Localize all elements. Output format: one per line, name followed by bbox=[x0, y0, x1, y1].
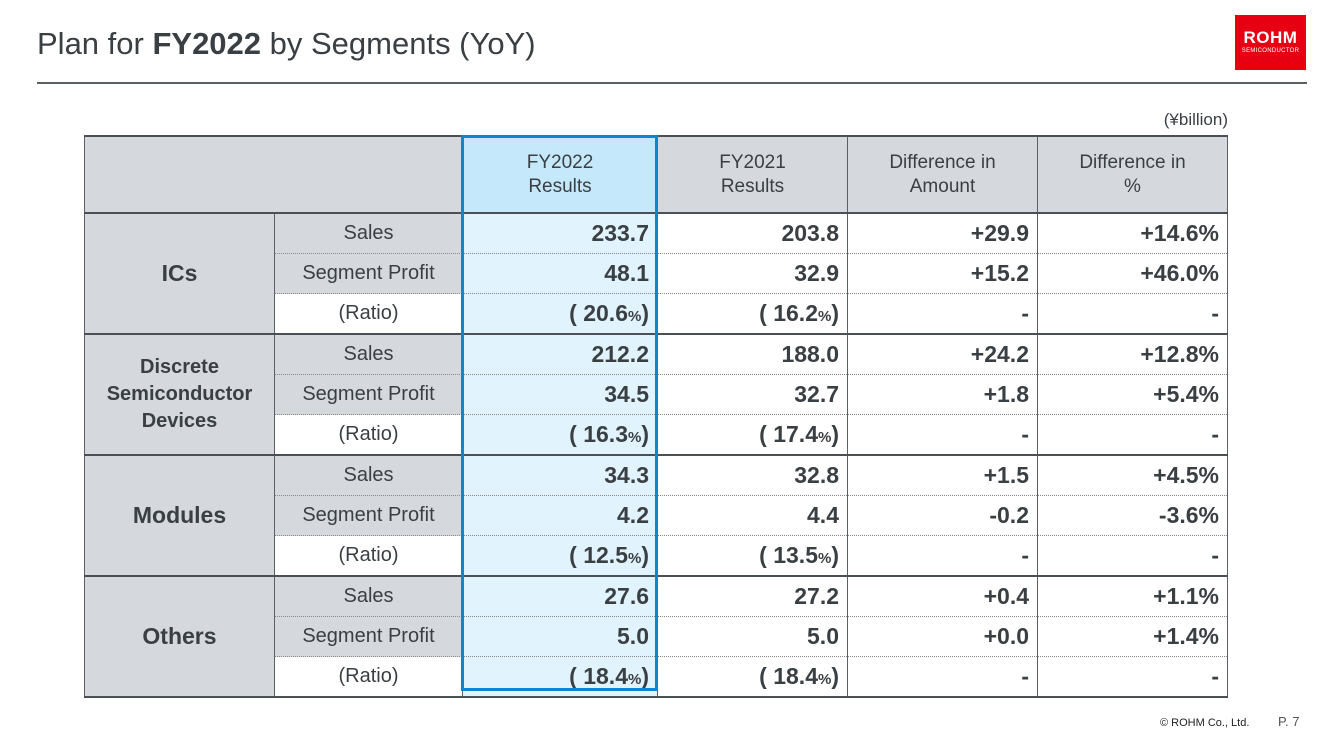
value-cell: +29.9 bbox=[847, 213, 1038, 254]
copyright: © ROHM Co., Ltd. bbox=[1160, 717, 1250, 729]
value-cell: ( 16.2%) bbox=[657, 293, 848, 335]
value-cell: 203.8 bbox=[657, 213, 848, 254]
table-row: (Ratio)( 16.3%)( 17.4%) - - bbox=[85, 414, 1228, 456]
value-cell: +24.2 bbox=[847, 334, 1038, 375]
segment-name: Discrete Semiconductor Devices bbox=[84, 334, 275, 456]
value-cell: +46.0% bbox=[1037, 253, 1228, 294]
value-cell: 32.9 bbox=[657, 253, 848, 294]
page-number: P. 7 bbox=[1278, 714, 1300, 729]
row-label: Sales bbox=[274, 455, 463, 496]
value-cell: +12.8% bbox=[1037, 334, 1228, 375]
rohm-logo: ROHM SEMICONDUCTOR bbox=[1235, 15, 1306, 70]
ratio-value: 18.4 bbox=[773, 663, 818, 689]
row-label: Segment Profit bbox=[274, 374, 463, 415]
value-cell: 27.2 bbox=[657, 576, 848, 617]
table-row: Segment Profit 48.1 32.9 +15.2 +46.0% bbox=[85, 253, 1228, 294]
value-cell: - bbox=[847, 414, 1038, 456]
value-cell: 32.7 bbox=[657, 374, 848, 415]
value-cell: - bbox=[1037, 656, 1228, 698]
segment-table: FY2022 Results FY2021 Results Difference i… bbox=[84, 135, 1228, 698]
column-header: FY2021 Results bbox=[657, 135, 848, 214]
ratio-value: 17.4 bbox=[773, 421, 818, 447]
value-cell: 4.4 bbox=[657, 495, 848, 536]
value-cell: 188.0 bbox=[657, 334, 848, 375]
value-cell: +1.5 bbox=[847, 455, 1038, 496]
row-label: (Ratio) bbox=[274, 293, 463, 335]
ratio-value: 16.3 bbox=[583, 421, 628, 447]
value-cell: 212.2 bbox=[462, 334, 658, 375]
segment-name: Modules bbox=[84, 455, 275, 577]
column-header: FY2022 Results bbox=[462, 135, 658, 214]
row-label: (Ratio) bbox=[274, 414, 463, 456]
header-blank bbox=[84, 135, 463, 214]
value-cell: +4.5% bbox=[1037, 455, 1228, 496]
table-row: Discrete Semiconductor Devices Sales 212.2… bbox=[84, 334, 1228, 456]
value-cell: 5.0 bbox=[462, 616, 658, 657]
value-cell: +1.8 bbox=[847, 374, 1038, 415]
table-row: Segment Profit 34.5 32.7 +1.8 +5.4% bbox=[85, 374, 1228, 415]
value-cell: 4.2 bbox=[462, 495, 658, 536]
value-cell: - bbox=[1037, 414, 1228, 456]
value-cell: 32.8 bbox=[657, 455, 848, 496]
value-cell: 233.7 bbox=[462, 213, 658, 254]
table-row: Others Sales 27.6 27.2 +0.4 +1.1% bbox=[84, 576, 1228, 698]
value-cell: 34.3 bbox=[462, 455, 658, 496]
value-cell: +1.1% bbox=[1037, 576, 1228, 617]
value-cell: +15.2 bbox=[847, 253, 1038, 294]
row-label: (Ratio) bbox=[274, 535, 463, 577]
value-cell: ( 17.4%) bbox=[657, 414, 848, 456]
value-cell: +14.6% bbox=[1037, 213, 1228, 254]
table-row: Modules Sales 34.3 32.8 +1.5 +4.5% bbox=[84, 455, 1228, 577]
row-label: Segment Profit bbox=[274, 495, 463, 536]
value-cell: ( 20.6%) bbox=[462, 293, 658, 335]
value-cell: ( 13.5%) bbox=[657, 535, 848, 577]
value-cell: - bbox=[1037, 535, 1228, 577]
value-cell: 27.6 bbox=[462, 576, 658, 617]
value-cell: - bbox=[847, 656, 1038, 698]
ratio-value: 20.6 bbox=[583, 300, 628, 326]
ratio-value: 18.4 bbox=[583, 663, 628, 689]
value-cell: - bbox=[847, 535, 1038, 577]
ratio-value: 16.2 bbox=[773, 300, 818, 326]
row-label: Sales bbox=[274, 576, 463, 617]
table-row: (Ratio)( 18.4%)( 18.4%) - - bbox=[85, 656, 1228, 698]
value-cell: +0.4 bbox=[847, 576, 1038, 617]
table-row: Segment Profit 4.2 4.4 -0.2 -3.6% bbox=[85, 495, 1228, 536]
table-row: (Ratio)( 20.6%)( 16.2%) - - bbox=[85, 293, 1228, 335]
ratio-value: 13.5 bbox=[773, 542, 818, 568]
value-cell: ( 18.4%) bbox=[657, 656, 848, 698]
value-cell: +1.4% bbox=[1037, 616, 1228, 657]
value-cell: ( 16.3%) bbox=[462, 414, 658, 456]
column-header: Difference in Amount bbox=[847, 135, 1038, 214]
value-cell: - bbox=[1037, 293, 1228, 335]
column-header: Difference in % bbox=[1037, 135, 1228, 214]
segment-name: Others bbox=[84, 576, 275, 698]
ratio-value: 12.5 bbox=[583, 542, 628, 568]
value-cell: +0.0 bbox=[847, 616, 1038, 657]
row-label: Sales bbox=[274, 334, 463, 375]
value-cell: -0.2 bbox=[847, 495, 1038, 536]
value-cell: 48.1 bbox=[462, 253, 658, 294]
page-title: Plan for FY2022 by Segments (YoY) bbox=[37, 26, 536, 61]
value-cell: +5.4% bbox=[1037, 374, 1228, 415]
row-label: (Ratio) bbox=[274, 656, 463, 698]
table-row: ICs Sales 233.7 203.8 +29.9 +14.6% bbox=[84, 213, 1228, 335]
title-divider bbox=[37, 82, 1307, 84]
segment-name: ICs bbox=[84, 213, 275, 335]
row-label: Sales bbox=[274, 213, 463, 254]
row-label: Segment Profit bbox=[274, 253, 463, 294]
row-label: Segment Profit bbox=[274, 616, 463, 657]
unit-label: (¥billion) bbox=[1163, 110, 1228, 129]
value-cell: - bbox=[847, 293, 1038, 335]
table-row: Segment Profit 5.0 5.0 +0.0 +1.4% bbox=[85, 616, 1228, 657]
fy2022-highlight-frame bbox=[461, 135, 658, 691]
value-cell: -3.6% bbox=[1037, 495, 1228, 536]
value-cell: 5.0 bbox=[657, 616, 848, 657]
